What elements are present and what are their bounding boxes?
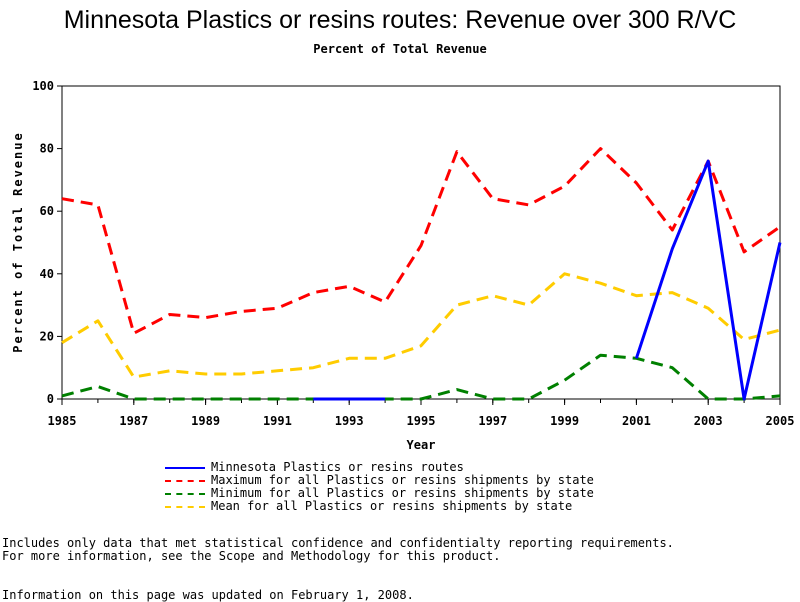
legend-swatch-maximum	[165, 480, 205, 482]
x-tick-label-1999: 1999	[550, 414, 579, 428]
x-axis-title: Year	[407, 438, 436, 452]
legend-swatch-minnesota	[165, 467, 205, 469]
x-tick-label-1997: 1997	[478, 414, 507, 428]
legend-swatch-minimum	[165, 493, 205, 495]
y-axis: 0 20 40 60 80 100	[32, 79, 62, 406]
footnote-confidentiality: Includes only data that met statistical …	[2, 536, 674, 550]
series-minnesota-line-1	[634, 159, 782, 401]
legend-label-minnesota: Minnesota Plastics or resins routes	[211, 460, 464, 474]
footnote-updated: Information on this page was updated on …	[2, 588, 414, 602]
series-mean-line-0	[61, 272, 781, 379]
chart-canvas: 0 20 40 60 80 100 1985 1987 1989 1991 1993 1995 199…	[11, 79, 795, 452]
y-tick-label-80: 80	[40, 142, 54, 156]
x-tick-label-1987: 1987	[119, 414, 148, 428]
x-tick-label-2001: 2001	[622, 414, 651, 428]
legend-label-mean: Mean for all Plastics or resins shipment…	[211, 499, 573, 513]
y-tick-label-60: 60	[40, 204, 54, 218]
x-tick-label-2005: 2005	[766, 414, 795, 428]
series-group	[61, 147, 782, 401]
y-tick-label-20: 20	[40, 329, 54, 343]
chart-title: Minnesota Plastics or resins routes: Rev…	[63, 6, 737, 34]
legend-swatch-mean	[165, 506, 205, 508]
x-tick-label-1993: 1993	[335, 414, 364, 428]
series-minimum-line-0	[61, 353, 781, 401]
footnote-methodology: For more information, see the Scope and …	[2, 549, 501, 563]
legend-label-minimum: Minimum for all Plastics or resins shipm…	[211, 486, 594, 500]
x-tick-label-1989: 1989	[191, 414, 220, 428]
y-tick-label-0: 0	[47, 392, 54, 406]
y-axis-title: Percent of Total Revenue	[11, 131, 25, 352]
chart-subtitle: Percent of Total Revenue	[313, 42, 487, 56]
x-tick-label-2003: 2003	[694, 414, 723, 428]
y-tick-label-40: 40	[40, 267, 54, 281]
x-axis: 1985 1987 1989 1991 1993 1995 1997 1999 2001 2003…	[48, 399, 795, 428]
series-maximum-line-0	[61, 147, 781, 335]
x-tick-label-1991: 1991	[263, 414, 292, 428]
x-tick-label-1985: 1985	[48, 414, 77, 428]
y-tick-label-100: 100	[32, 79, 54, 93]
x-tick-label-1995: 1995	[407, 414, 436, 428]
legend-label-maximum: Maximum for all Plastics or resins shipm…	[211, 473, 594, 487]
